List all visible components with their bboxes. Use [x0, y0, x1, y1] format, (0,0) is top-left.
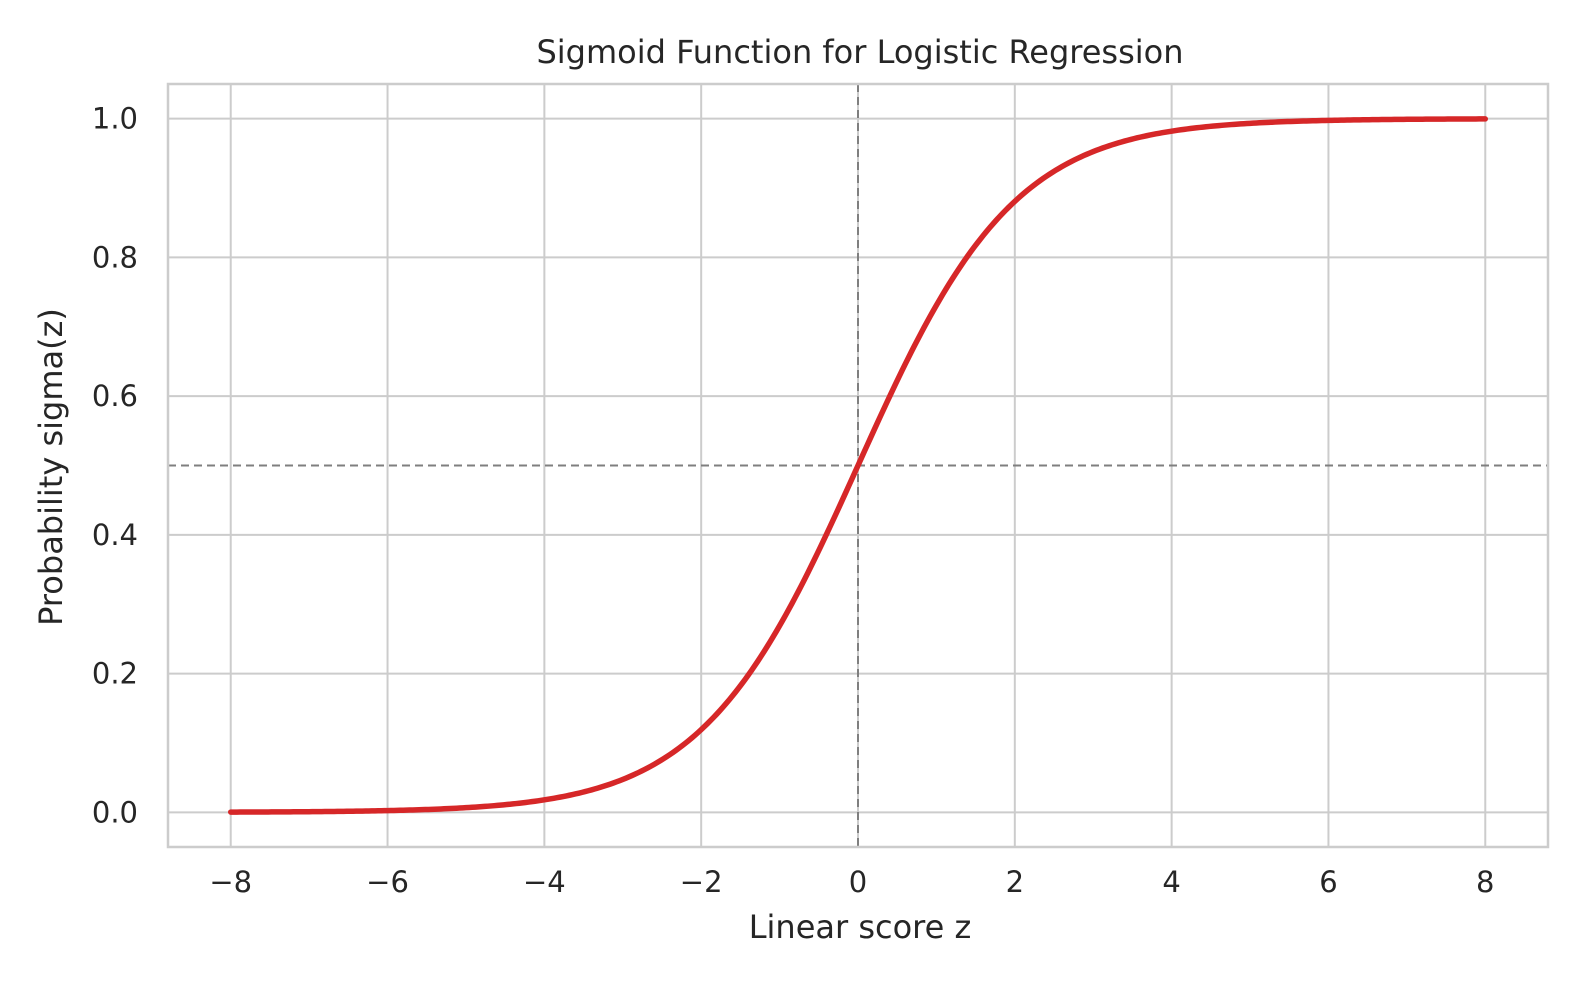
x-tick-label: 8 — [1476, 865, 1494, 899]
x-tick-label: −8 — [209, 865, 252, 899]
y-tick-label: 0.8 — [92, 240, 138, 274]
x-tick-labels: −8 −6 −4 −2 0 2 4 6 8 — [209, 865, 1494, 899]
y-tick-label: 0.2 — [92, 657, 138, 691]
y-tick-label: 0.4 — [92, 518, 138, 552]
x-tick-label: −6 — [366, 865, 409, 899]
y-axis-label: Probability sigma(z) — [32, 308, 70, 626]
sigmoid-curve — [227, 116, 1489, 815]
y-tick-label: 1.0 — [92, 102, 138, 136]
y-tick-label: 0.6 — [92, 379, 138, 413]
x-tick-label: 2 — [1006, 865, 1024, 899]
y-tick-label: 0.0 — [92, 795, 138, 829]
x-tick-label: 4 — [1162, 865, 1180, 899]
x-tick-label: −4 — [523, 865, 566, 899]
series-layer — [227, 116, 1489, 815]
plot-frame — [166, 82, 1550, 849]
x-tick-label: 6 — [1319, 865, 1337, 899]
x-tick-label: −2 — [680, 865, 723, 899]
chart-title: Sigmoid Function for Logistic Regression — [536, 33, 1183, 71]
x-axis-label: Linear score z — [749, 908, 972, 946]
x-tick-label: 0 — [849, 865, 867, 899]
y-tick-labels: 0.0 0.2 0.4 0.6 0.8 1.0 — [92, 102, 138, 830]
